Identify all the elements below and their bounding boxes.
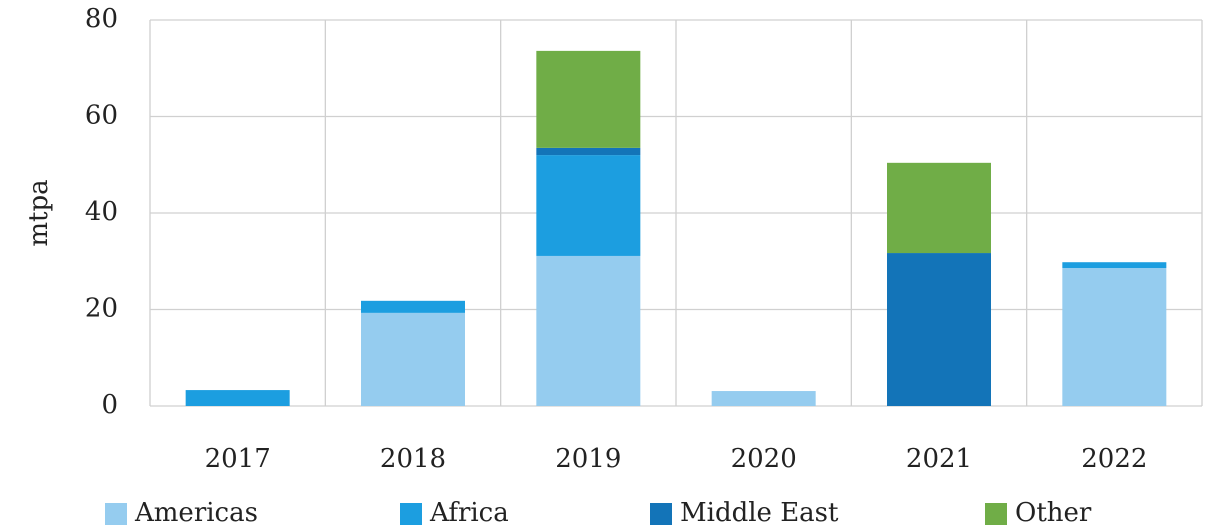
y-tick-label: 0: [101, 390, 118, 420]
bar-segment: [1062, 262, 1167, 269]
bar-segment: [185, 390, 290, 406]
bar-segment: [536, 155, 641, 256]
bar-segment: [536, 255, 641, 406]
legend-swatch: [985, 503, 1007, 525]
y-tick-label: 80: [85, 4, 118, 34]
bar-segment: [536, 147, 641, 156]
legend-swatch: [400, 503, 422, 525]
legend-swatch: [650, 503, 672, 525]
bar-segment: [536, 50, 641, 148]
legend-label: Africa: [429, 498, 509, 528]
x-tick-label: 2017: [205, 444, 271, 474]
bar-segment: [361, 312, 465, 406]
bar-segment: [1062, 268, 1167, 406]
x-tick-label: 2020: [731, 444, 797, 474]
x-tick-label: 2018: [380, 444, 446, 474]
y-tick-label: 20: [85, 294, 118, 324]
legend-label: Americas: [134, 498, 258, 528]
x-tick-label: 2021: [906, 444, 972, 474]
legend-label: Middle East: [680, 498, 839, 528]
y-tick-label: 60: [85, 101, 118, 131]
bar-segment: [887, 162, 991, 254]
bar-segment: [361, 300, 465, 313]
legend-swatch: [105, 503, 127, 525]
y-tick-label: 40: [85, 197, 118, 227]
legend-label: Other: [1015, 498, 1092, 528]
y-axis-label: mtpa: [24, 179, 54, 246]
x-tick-label: 2019: [555, 444, 621, 474]
x-tick-label: 2022: [1081, 444, 1147, 474]
bar-segment: [887, 253, 991, 406]
bar-segment: [711, 391, 816, 406]
